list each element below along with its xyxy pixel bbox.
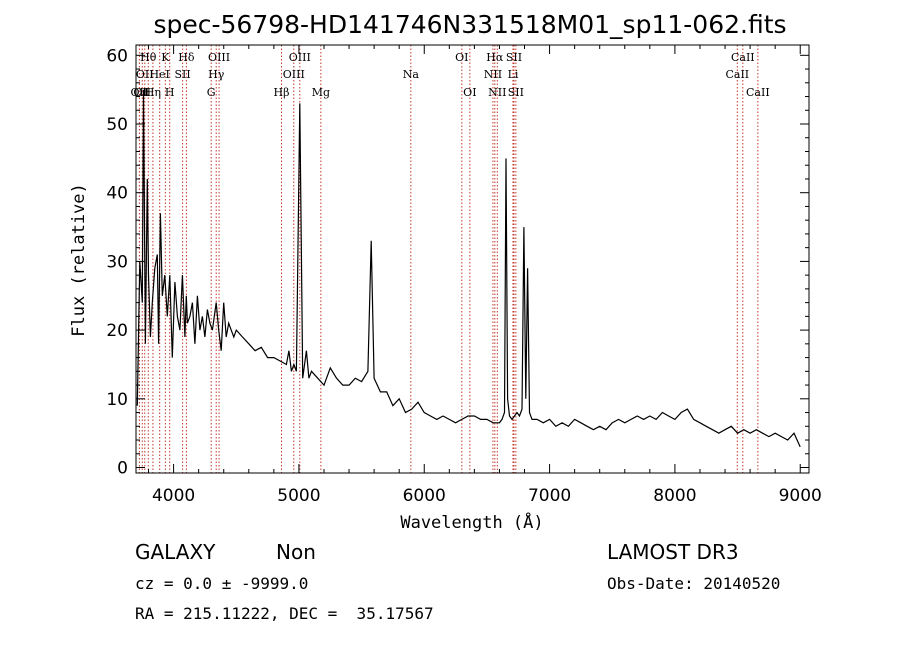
line-label: CaII [746, 86, 770, 99]
x-tick-label: 7000 [528, 486, 571, 506]
line-label: Hθ [140, 51, 157, 64]
line-label: OIII [208, 51, 230, 64]
object-subclass: Non [276, 540, 316, 564]
x-axis-ticks: 4000 5000 6000 7000 8000 9000 [148, 45, 822, 506]
line-label: SII [506, 51, 522, 64]
line-label: K [161, 51, 170, 64]
plot-frame [135, 44, 810, 474]
line-label: NII [484, 68, 502, 81]
y-axis-ticks: 0 10 20 30 40 50 60 [106, 46, 809, 479]
x-tick-label: 9000 [779, 486, 822, 506]
line-label: OII [133, 86, 151, 99]
y-tick-label: 40 [106, 184, 128, 204]
redshift-cz: cz = 0.0 ± -9999.0 [135, 574, 309, 593]
line-label: OIII [283, 68, 305, 81]
line-label: Hα [486, 51, 504, 64]
y-axis-label: Flux (relative) [69, 183, 89, 337]
ra-dec-coordinates: RA = 215.11222, DEC = 35.17567 [135, 604, 434, 623]
y-tick-label: 10 [106, 390, 128, 410]
line-label: Hβ [274, 86, 290, 99]
line-label: Li [508, 68, 519, 81]
line-label: Hγ [208, 68, 225, 81]
line-label: OI [463, 86, 476, 99]
survey-name: LAMOST DR3 [607, 540, 739, 564]
x-tick-label: 4000 [152, 486, 195, 506]
line-label: NII [488, 86, 506, 99]
line-label: SII [175, 68, 191, 81]
spectrum-line [136, 89, 801, 448]
emission-line-labels: OIIOIIOIIHθHηHeIKHSIIHδGHγOIIIHβOIIIOIII… [131, 51, 770, 99]
line-label: G [207, 86, 216, 99]
x-tick-label: 6000 [403, 486, 446, 506]
y-tick-label: 50 [106, 115, 128, 135]
emission-line-markers [138, 45, 759, 473]
line-label: OI [455, 51, 468, 64]
x-axis-label: Wavelength (Å) [400, 511, 543, 533]
y-tick-label: 0 [117, 459, 128, 479]
x-tick-label: 8000 [653, 486, 696, 506]
line-label: H [165, 86, 175, 99]
line-label: Hη [145, 86, 161, 99]
line-label: HeI [149, 68, 169, 81]
y-tick-label: 30 [106, 252, 128, 272]
spectrum-chart: spec-56798-HD141746N331518M01_sp11-062.f… [69, 10, 822, 533]
object-class: GALAXY [135, 540, 216, 564]
y-tick-label: 20 [106, 321, 128, 341]
line-label: SII [508, 86, 524, 99]
line-label: CaII [731, 51, 755, 64]
y-tick-label: 60 [106, 46, 128, 66]
line-label: Hδ [178, 51, 195, 64]
line-label: CaII [725, 68, 749, 81]
chart-title: spec-56798-HD141746N331518M01_sp11-062.f… [153, 10, 786, 39]
line-label: OIII [289, 51, 311, 64]
line-label: Mg [312, 86, 330, 99]
observation-date: Obs-Date: 20140520 [607, 574, 781, 593]
x-tick-label: 5000 [277, 486, 320, 506]
line-label: OII [136, 68, 154, 81]
line-label: Na [403, 68, 420, 81]
